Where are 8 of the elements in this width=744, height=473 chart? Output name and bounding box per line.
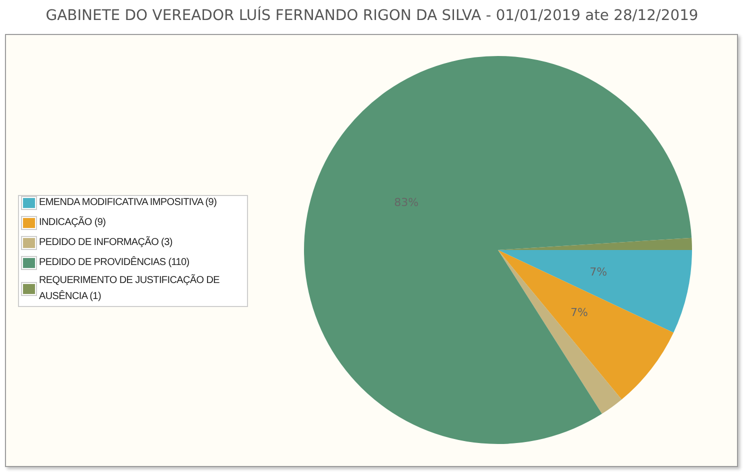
- legend-label: PEDIDO DE INFORMAÇÃO (3): [39, 235, 172, 250]
- data-label: 7%: [570, 306, 588, 319]
- chart-title: GABINETE DO VEREADOR LUÍS FERNANDO RIGON DA SILVA - 01/01/2019 ate 28/12/2019: [44, 7, 700, 24]
- legend-label: EMENDA MODIFICATIVA IMPOSITIVA (9): [39, 196, 217, 210]
- legend-label: REQUERIMENTO DE JUSTIFICAÇÃO DE AUSÊNCIA (1): [39, 273, 221, 304]
- legend-label: PEDIDO DE PROVIDÊNCIAS (110): [39, 255, 190, 270]
- data-label: 7%: [590, 265, 608, 278]
- legend-label: INDICAÇÃO (9): [39, 215, 106, 230]
